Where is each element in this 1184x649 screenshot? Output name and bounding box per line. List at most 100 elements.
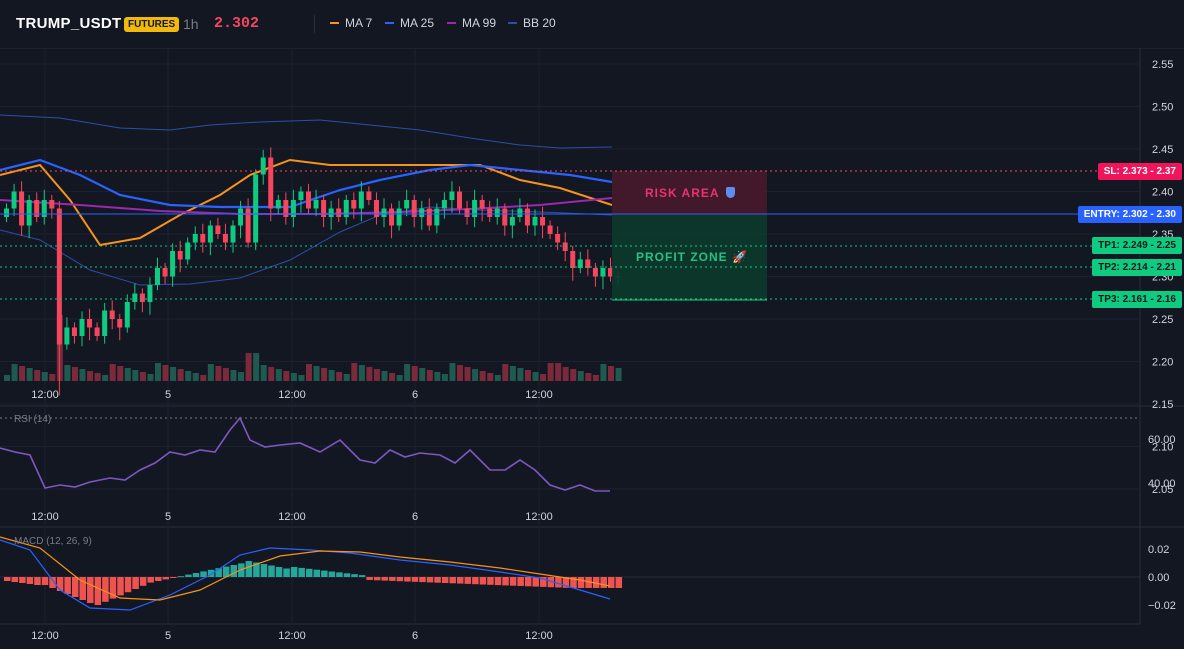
volume-bar (532, 372, 539, 381)
volume-bar (49, 374, 56, 381)
volume-bar (260, 365, 267, 381)
candle-body (562, 242, 568, 251)
legend-bb20[interactable]: BB 20 (508, 16, 556, 30)
candle-body (396, 208, 402, 226)
macd-hist-bar (449, 577, 456, 584)
candle-body (245, 208, 251, 243)
grid (0, 48, 1140, 624)
macd-tick-label: −0.02 (1148, 600, 1176, 612)
volume-bar (411, 366, 418, 381)
timeframe-selector[interactable]: 1h (183, 16, 199, 32)
last-price: 2.302 (214, 15, 260, 32)
macd-hist-bar (177, 576, 185, 578)
macd-hist-bar (328, 571, 336, 577)
macd-hist-bar (464, 577, 472, 584)
volume-bar (200, 375, 207, 381)
rsi-line (0, 416, 610, 492)
volume-bar (215, 366, 222, 381)
candle-body (185, 242, 191, 260)
candle-body (366, 191, 372, 200)
volume-bar (524, 370, 531, 381)
macd-hist-bar (570, 577, 577, 588)
legend-ma7[interactable]: MA 7 (330, 16, 372, 30)
volume-bar (487, 373, 494, 381)
candle-body (509, 217, 515, 226)
volume-bar (253, 353, 260, 381)
macd-hist-bar (162, 577, 170, 580)
time-axis[interactable]: 12:00 5 12:00 6 12:00 12:00 5 12:00 6 12:00 12:00 5… (31, 389, 553, 642)
ma25-line (0, 158, 613, 209)
candle-body (487, 208, 493, 217)
candle-body (253, 174, 259, 243)
candle-body (260, 157, 266, 175)
candle-body (102, 310, 108, 336)
volume-bar (26, 368, 33, 381)
volume-bar (238, 372, 245, 381)
candle-body (222, 234, 228, 243)
macd-hist-bar (290, 567, 298, 577)
time-label: 12:00 (31, 389, 59, 401)
candle-body (71, 327, 77, 336)
macd-title[interactable]: MACD (12, 26, 9) (14, 536, 92, 547)
volume-bar (207, 364, 214, 381)
candle-body (532, 217, 538, 226)
candle-body (94, 327, 100, 336)
candle-body (200, 234, 206, 243)
volume-bar (592, 375, 599, 381)
volume-bar (426, 370, 433, 381)
candle-body (275, 200, 281, 209)
legend-ma25[interactable]: MA 25 (385, 16, 434, 30)
candle-body (472, 200, 478, 217)
macd-hist-bar (298, 567, 305, 577)
time-label: 12:00 (525, 511, 553, 523)
ma25-swatch (385, 22, 394, 24)
legend-ma99[interactable]: MA 99 (447, 16, 496, 30)
price-tick-label: 2.05 (1152, 484, 1173, 496)
volume-bar (162, 365, 169, 381)
volume-bar (479, 371, 486, 381)
candle-body (26, 200, 32, 226)
macd-hist-bar (200, 571, 207, 577)
volume-bar (230, 370, 237, 381)
candle-body (41, 200, 47, 217)
macd-hist-bar (109, 577, 117, 599)
macd-hist-bar (268, 565, 275, 577)
macd-histogram (4, 561, 623, 605)
legend-ma7-label: MA 7 (345, 16, 373, 30)
price-axis[interactable]: 2.552.502.452.402.352.302.252.202.152.10… (1152, 59, 1173, 496)
price-tick-label: 2.20 (1152, 357, 1173, 369)
candle-body (457, 191, 462, 209)
volume-bar (275, 369, 282, 381)
header-divider (314, 15, 315, 33)
volume-bar (4, 375, 10, 381)
macd-axis: 0.02 0.00 −0.02 (1148, 544, 1176, 612)
macd-hist-bar (275, 567, 283, 577)
candle-body (155, 268, 160, 285)
candle-body (404, 200, 410, 209)
risk-area-zone (612, 171, 767, 215)
bb20-swatch (508, 22, 517, 24)
candle-body (373, 200, 379, 217)
candle-body (306, 191, 311, 209)
macd-hist-bar (147, 577, 154, 583)
volume-bar (555, 363, 562, 381)
macd-hist-bar (600, 577, 607, 588)
candle-body (426, 208, 432, 226)
macd-hist-bar (321, 570, 328, 577)
time-label: 12:00 (525, 389, 553, 401)
macd-hist-bar (472, 577, 479, 585)
macd-hist-bar (366, 577, 373, 580)
entry-price-tag: ENTRY: 2.302 - 2.30 (1077, 206, 1182, 223)
candle-body (19, 191, 25, 226)
macd-hist-bar (253, 562, 260, 577)
macd-hist-bar (26, 577, 34, 584)
candle-body (555, 234, 561, 243)
rsi-title[interactable]: RSI (14) (14, 414, 52, 425)
time-label: 12:00 (278, 389, 306, 401)
volume-bar (290, 373, 297, 381)
symbol-name[interactable]: TRUMP_USDT (16, 15, 122, 32)
futures-badge: FUTURES (124, 17, 180, 32)
time-label: 12:00 (525, 630, 553, 642)
candle-body (381, 208, 387, 217)
